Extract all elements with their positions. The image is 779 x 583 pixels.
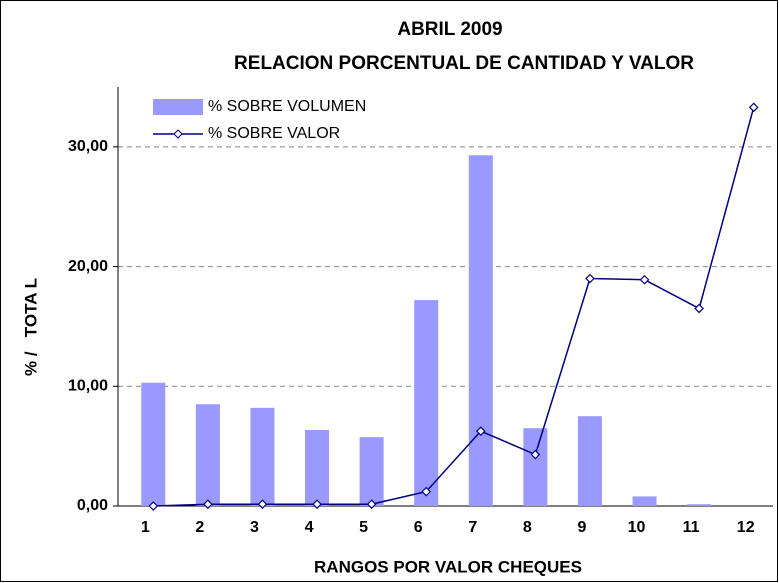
chart-title: ABRIL 2009	[397, 19, 502, 40]
x-tick-label: 6	[414, 519, 423, 536]
bar	[632, 496, 657, 506]
legend-label: % SOBRE VALOR	[208, 125, 340, 142]
x-tick-label: 12	[737, 519, 755, 536]
x-tick-label: 2	[195, 519, 204, 536]
bar	[305, 429, 330, 506]
bar	[523, 428, 548, 506]
bar	[359, 437, 384, 506]
bar	[195, 404, 220, 506]
x-tick-label: 10	[628, 519, 646, 536]
marker	[639, 274, 650, 285]
legend-swatch	[153, 99, 203, 115]
marker	[694, 303, 704, 314]
x-axis-label: RANGOS POR VALOR CHEQUES	[314, 557, 582, 576]
x-tick-label: 1	[141, 519, 150, 536]
marker	[748, 102, 759, 113]
marker	[421, 486, 432, 497]
y-tick-label: 0,00	[77, 497, 108, 514]
y-tick-label: 30,00	[68, 138, 108, 155]
bar	[577, 416, 602, 506]
bar	[414, 300, 439, 506]
marker	[475, 426, 486, 437]
marker	[203, 499, 213, 510]
y-tick-label: 20,00	[68, 258, 108, 275]
marker	[530, 449, 541, 460]
x-tick-label: 7	[468, 519, 477, 536]
marker	[257, 499, 268, 510]
legend-label: % SOBRE VOLUMEN	[208, 98, 366, 115]
marker	[312, 499, 322, 510]
y-axis-label: % / TOTA L	[21, 278, 40, 376]
bar	[468, 155, 493, 507]
marker	[366, 499, 377, 510]
bar	[687, 504, 712, 506]
line	[153, 107, 755, 507]
x-tick-label: 8	[523, 519, 532, 536]
bar	[250, 407, 275, 506]
x-tick-label: 4	[305, 519, 314, 536]
bar	[141, 382, 166, 506]
x-tick-label: 3	[250, 519, 259, 536]
chart-subtitle: RELACION PORCENTUAL DE CANTIDAD Y VALOR	[234, 53, 694, 74]
marker	[585, 273, 595, 284]
x-tick-label: 11	[683, 519, 700, 536]
marker	[148, 501, 159, 511]
legend-marker	[173, 129, 183, 139]
x-tick-label: 9	[578, 519, 587, 536]
y-tick-label: 10,00	[68, 378, 108, 395]
x-tick-label: 5	[359, 519, 368, 536]
